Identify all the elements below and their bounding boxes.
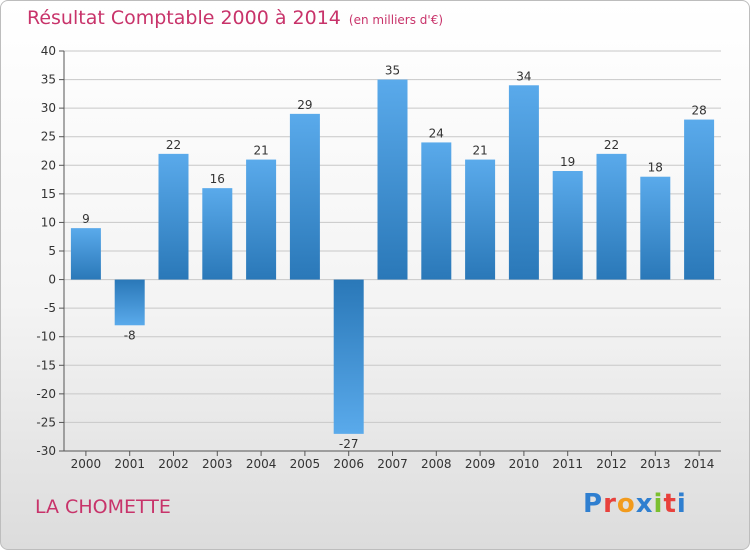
proxiti-logo: Proxiti [583,489,687,519]
data-label-2014: 28 [691,104,706,118]
bar-2000 [70,228,101,280]
data-label-2010: 34 [516,69,531,83]
y-tick-label: -5 [44,301,56,315]
bar-2011 [552,171,583,280]
chart-title: Résultat Comptable 2000 à 2014 (en millie… [27,7,443,29]
data-label-2009: 21 [472,144,487,158]
data-label-2007: 35 [385,64,400,78]
y-tick-label: 40 [41,44,56,58]
y-tick-label: 10 [41,215,56,229]
bar-2010 [508,85,539,280]
data-label-2013: 18 [648,161,663,175]
bar-2001 [114,279,145,326]
title-text: Résultat Comptable 2000 à 2014 [27,7,341,29]
x-tick-label-2013: 2013 [640,457,671,471]
y-tick-label: -15 [36,358,56,372]
x-tick-label-2014: 2014 [684,457,715,471]
x-tick-label-2003: 2003 [202,457,233,471]
y-tick-label: -25 [36,415,56,429]
bar-2004 [246,159,277,280]
y-tick-label: 35 [41,73,56,87]
x-tick-label-2010: 2010 [509,457,540,471]
data-label-2001: -8 [124,328,136,342]
x-tick-label-2011: 2011 [552,457,583,471]
x-tick-label-2008: 2008 [421,457,452,471]
y-tick-label: 25 [41,130,56,144]
bar-2012 [596,153,627,280]
bar-2014 [684,119,715,280]
y-tick-label: 0 [48,273,56,287]
bar-2006 [333,279,364,434]
bar-2005 [289,113,320,280]
y-tick-label: 15 [41,187,56,201]
logo-letter: x [635,489,654,519]
bar-2003 [202,188,233,280]
bars [70,79,715,434]
data-label-2003: 16 [210,172,225,186]
data-label-2005: 29 [297,98,312,112]
data-label-2002: 22 [166,138,181,152]
bar-2008 [421,142,452,280]
y-tick-label: -20 [36,387,56,401]
data-label-2008: 24 [429,126,444,140]
data-label-2011: 19 [560,155,575,169]
bar-2007 [377,79,408,280]
x-tick-label-2012: 2012 [596,457,627,471]
x-tick-label-2004: 2004 [246,457,277,471]
y-tick-label: 30 [41,101,56,115]
y-tick-label: -30 [36,444,56,458]
commune-name: LA CHOMETTE [35,496,171,518]
bar-2013 [640,176,671,280]
x-tick-label-2006: 2006 [333,457,364,471]
y-tick-label: 5 [48,244,56,258]
logo-letter: i [653,489,664,519]
x-tick-label-2007: 2007 [377,457,408,471]
bar-2002 [158,153,189,280]
logo-letter: o [616,489,636,519]
x-tick-label-2005: 2005 [290,457,321,471]
y-tick-label: -10 [36,330,56,344]
data-label-2006: -27 [339,437,359,451]
x-tick-label-2000: 2000 [71,457,102,471]
title-unit: (en milliers d'€) [348,13,444,27]
y-tick-label: 20 [41,158,56,172]
data-label-2012: 22 [604,138,619,152]
x-tick-label-2002: 2002 [158,457,189,471]
logo-letter: r [603,489,617,519]
data-label-2000: 9 [82,212,90,226]
logo-letter: P [583,489,604,519]
x-tick-label-2009: 2009 [465,457,496,471]
logo-letter: i [676,489,687,519]
labels: -30 -25 -20 -15 -10 -5 0 5 10 15 20 25 30 35 40 9 2000 -8… [36,44,714,471]
data-label-2004: 21 [253,144,268,158]
x-tick-label-2001: 2001 [114,457,145,471]
logo-letter: t [663,489,677,519]
axes [59,50,721,456]
bar-2009 [465,159,496,280]
